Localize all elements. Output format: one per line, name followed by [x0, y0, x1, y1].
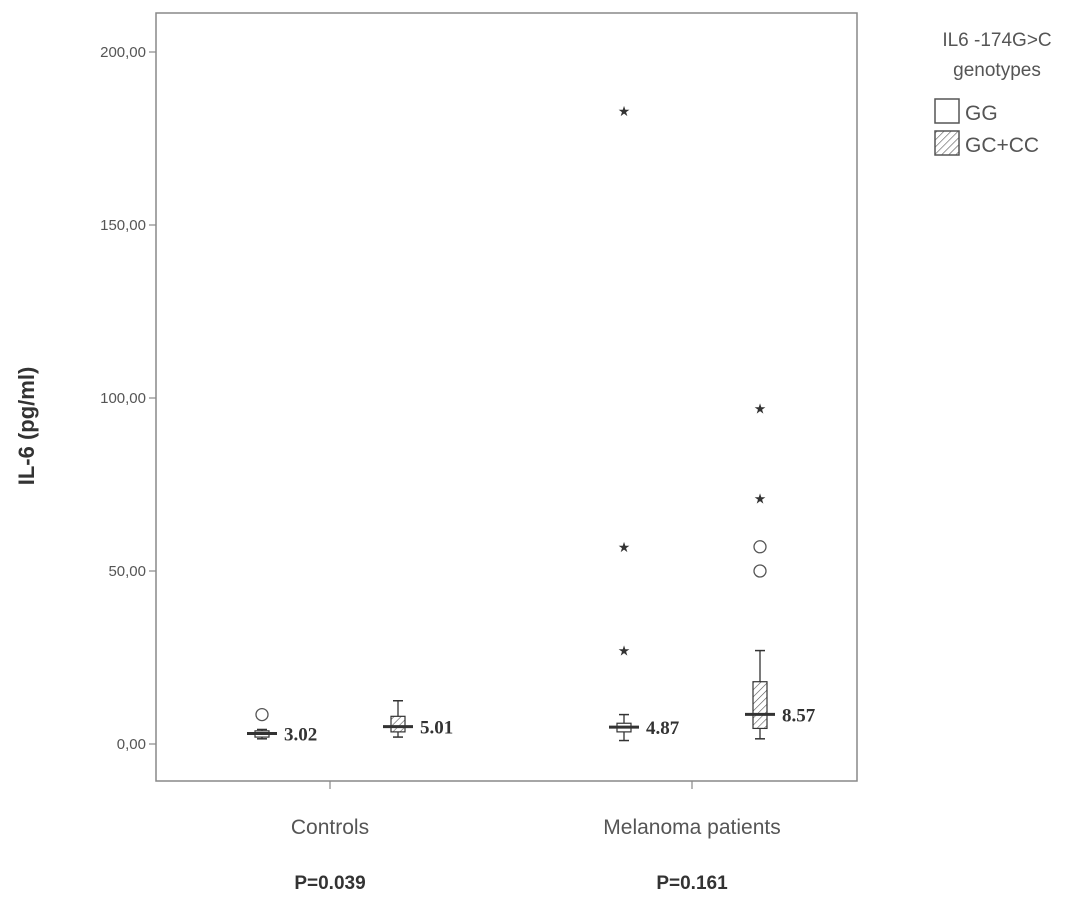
- legend-swatch-gg: [934, 98, 960, 124]
- plot-border: [155, 12, 858, 782]
- box-body: [752, 681, 768, 730]
- extreme-point: ★: [618, 540, 631, 556]
- legend-title-line-1: IL6 -174G>C: [942, 30, 1051, 51]
- y-tick-label: 150,00: [100, 217, 146, 234]
- legend-label-gg: GG: [965, 102, 998, 125]
- box-gg-1: 4.87 ★ ★ ★: [609, 104, 680, 742]
- box-marks: 3.02 4.87 ★ ★ ★ 5.01 8.57 ★ ★: [247, 104, 816, 746]
- outlier-point: [255, 707, 269, 722]
- x-category-label: Controls: [291, 816, 369, 839]
- p-value-melanoma: P=0.161: [656, 873, 728, 894]
- legend-title-line-2: genotypes: [953, 60, 1041, 81]
- legend-swatch-gccc: [934, 130, 960, 156]
- median-label: 8.57: [782, 705, 816, 726]
- p-value-controls: P=0.039: [294, 873, 365, 894]
- axes: IL-6 (pg/ml) P=0.039 P=0.161 0,00 50,00 10…: [14, 44, 781, 894]
- y-axis-label: IL-6 (pg/ml): [14, 367, 39, 486]
- outlier-point: [753, 564, 767, 578]
- extreme-point: ★: [618, 644, 631, 660]
- box-gccc-1: 8.57 ★ ★: [745, 401, 816, 740]
- x-category-label: Melanoma patients: [603, 816, 780, 839]
- extreme-point: ★: [618, 104, 631, 120]
- legend-label-gccc: GC+CC: [965, 134, 1039, 157]
- y-tick-label: 200,00: [100, 44, 146, 61]
- box-gg-0: 3.02: [247, 707, 317, 746]
- y-tick-label: 0,00: [117, 736, 146, 753]
- median-label: 4.87: [646, 718, 680, 739]
- box-gccc-0: 5.01: [383, 700, 453, 739]
- median-label: 3.02: [284, 725, 317, 746]
- extreme-point: ★: [754, 491, 767, 507]
- y-tick-label: 50,00: [108, 563, 146, 580]
- plot-frame: [155, 12, 858, 782]
- box-body: [390, 715, 406, 733]
- median-label: 5.01: [420, 718, 453, 739]
- outlier-point: [753, 540, 767, 554]
- legend: IL6 -174G>C genotypes GG GC+CC: [934, 30, 1052, 157]
- extreme-point: ★: [754, 401, 767, 417]
- y-tick-label: 100,00: [100, 390, 146, 407]
